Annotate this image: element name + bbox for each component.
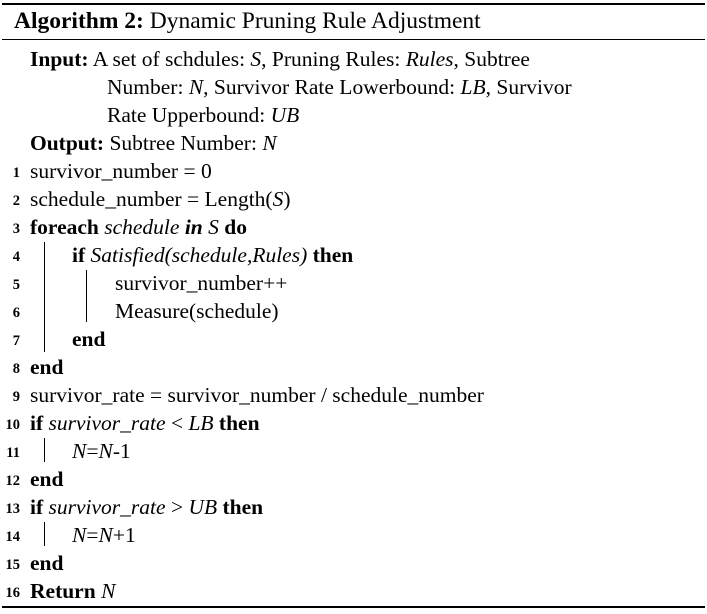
operator: = <box>86 523 99 547</box>
line-number: 11 <box>6 445 20 461</box>
line-number: 12 <box>5 473 21 489</box>
condition: Satisfied(schedule,Rules) <box>90 243 308 267</box>
var-schedule: schedule <box>104 215 180 239</box>
var-n: N <box>98 439 113 463</box>
input-var-n: N <box>188 75 204 99</box>
end-keyword: end <box>30 551 64 575</box>
algorithm-label: Algorithm 2: <box>14 8 144 34</box>
input-text: A set of schdules: <box>92 47 251 71</box>
statement: survivor_number = 0 <box>30 159 212 183</box>
input-text: , Pruning Rules: <box>261 47 406 71</box>
line-number: 3 <box>12 221 20 237</box>
input-text: , Survivor Rate Lowerbound: <box>203 75 461 99</box>
foreach-block-bar <box>44 242 45 352</box>
var-survivor-rate: survivor_rate <box>48 411 166 435</box>
input-text: Number: <box>107 75 189 99</box>
operator: > <box>165 495 189 519</box>
statement: +1 <box>112 523 136 547</box>
line-number: 5 <box>12 277 20 293</box>
input-var-ub: UB <box>270 103 300 127</box>
if-ub-block-bar <box>44 522 45 546</box>
if-keyword: if <box>30 495 44 519</box>
statement: survivor_number++ <box>115 271 288 295</box>
line-number: 15 <box>5 557 21 573</box>
statement: -1 <box>112 439 131 463</box>
line-number: 9 <box>12 389 20 405</box>
foreach-keyword: foreach <box>30 215 99 239</box>
if-lb-block-bar <box>44 438 45 462</box>
line-number: 13 <box>5 501 21 517</box>
line-number: 1 <box>12 165 20 181</box>
end-keyword: end <box>30 467 64 491</box>
in-keyword: in <box>184 215 203 239</box>
line-number: 7 <box>12 333 20 349</box>
line-number: 10 <box>5 417 21 433</box>
top-rule <box>2 3 705 5</box>
end-keyword: end <box>30 355 64 379</box>
input-var-s: S <box>250 47 262 71</box>
var-s: S <box>208 215 219 239</box>
var-ub: UB <box>188 495 218 519</box>
if-keyword: if <box>30 411 44 435</box>
return-keyword: Return <box>30 579 96 603</box>
line-number: 4 <box>12 249 20 265</box>
statement: Measure(schedule) <box>115 299 279 323</box>
line-number: 14 <box>5 529 21 545</box>
var-n: N <box>101 579 116 603</box>
statement: survivor_rate = survivor_number / schedu… <box>30 383 484 407</box>
var-n: N <box>72 439 87 463</box>
caption-rule <box>2 39 705 40</box>
var-survivor-rate: survivor_rate <box>48 495 166 519</box>
input-var-lb: LB <box>460 75 486 99</box>
output-keyword: Output: <box>30 131 105 155</box>
then-keyword: then <box>222 495 264 519</box>
line-number: 16 <box>5 585 21 601</box>
input-text: , Survivor <box>485 75 572 99</box>
line-number: 2 <box>12 193 20 209</box>
input-var-rules: Rules <box>405 47 454 71</box>
if-block-bar <box>86 270 87 322</box>
end-keyword: end <box>72 327 106 351</box>
operator: = <box>86 439 99 463</box>
output-text: Subtree Number: <box>109 131 263 155</box>
input-text: Rate Upperbound: <box>107 103 271 127</box>
var-n: N <box>98 523 113 547</box>
line-number: 6 <box>12 305 20 321</box>
input-text: , Subtree <box>453 47 530 71</box>
line-number: 8 <box>12 361 20 377</box>
algorithm-caption: Algorithm 2: Dynamic Pruning Rule Adjust… <box>14 5 481 37</box>
if-keyword: if <box>72 243 86 267</box>
bottom-rule <box>2 606 705 608</box>
then-keyword: then <box>218 411 260 435</box>
var-s: S <box>272 187 284 211</box>
statement: ) <box>283 187 291 211</box>
statement: schedule_number = Length( <box>30 187 273 211</box>
input-keyword: Input: <box>30 47 89 71</box>
algorithm-title: Dynamic Pruning Rule Adjustment <box>149 8 481 34</box>
var-n: N <box>72 523 87 547</box>
var-lb: LB <box>188 411 214 435</box>
output-var-n: N <box>262 131 277 155</box>
then-keyword: then <box>312 243 354 267</box>
do-keyword: do <box>224 215 247 239</box>
operator: < <box>165 411 189 435</box>
